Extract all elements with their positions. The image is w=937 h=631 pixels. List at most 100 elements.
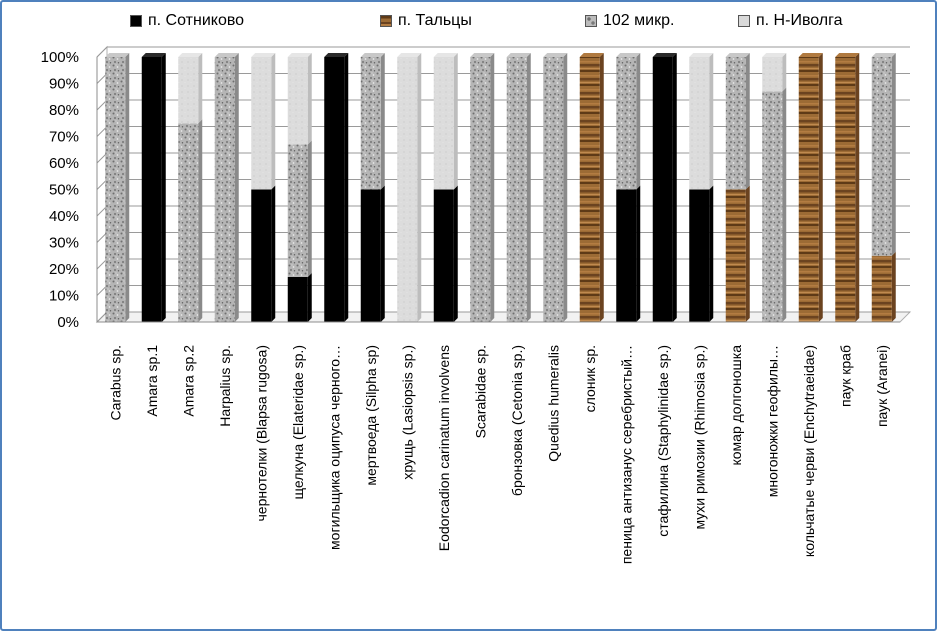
bar-segment-side xyxy=(672,53,677,322)
bar-segment xyxy=(360,57,381,190)
x-tick-label: паук (Aranei) xyxy=(874,345,890,427)
bar-segment-side xyxy=(198,53,203,124)
bar-segment xyxy=(397,57,418,322)
legend-label: 102 микр. xyxy=(603,12,675,29)
bar-segment xyxy=(871,255,892,322)
bar-top-cap xyxy=(287,53,312,57)
bar-segment-side xyxy=(636,53,641,190)
bar-top-cap xyxy=(324,53,349,57)
bar-top-cap xyxy=(652,53,677,57)
gridline xyxy=(96,46,910,58)
bar-segment xyxy=(725,57,746,190)
bar-segment xyxy=(287,276,308,322)
bar-segment-side xyxy=(745,53,750,190)
bar-segment xyxy=(178,123,199,322)
bar-segment xyxy=(287,57,308,145)
bar-top-cap xyxy=(433,53,458,57)
bar-segment-side xyxy=(745,185,750,322)
bar-top-cap xyxy=(835,53,860,57)
bar-segment xyxy=(433,189,454,322)
bar-segment xyxy=(616,189,637,322)
x-tick-label: щелкуна (Elateridae sp.) xyxy=(290,345,306,499)
bar-segment-side xyxy=(271,185,276,322)
x-tick-label: Scarabidae sp. xyxy=(472,345,488,438)
bar-top-cap xyxy=(616,53,641,57)
bar-segment xyxy=(725,189,746,322)
bar-segment xyxy=(251,57,272,190)
bar-segment-side xyxy=(891,53,896,256)
y-tick-label: 70% xyxy=(49,129,79,146)
y-tick-label: 10% xyxy=(49,288,79,305)
x-tick-label: бронзовка (Cetonia sp.) xyxy=(509,345,525,496)
bar-segment-side xyxy=(599,53,604,322)
y-tick-label: 90% xyxy=(49,76,79,93)
x-tick-label: мертвоеда (Silpha sp) xyxy=(363,345,379,486)
bar-top-cap xyxy=(360,53,385,57)
x-tick-label: Harpalius sp. xyxy=(217,345,233,427)
bar-top-cap xyxy=(798,53,823,57)
legend-swatch xyxy=(738,15,750,27)
y-tick-label: 20% xyxy=(49,261,79,278)
x-tick-label: Amara sp.2 xyxy=(180,345,196,417)
bar-segment xyxy=(141,57,162,322)
y-tick-label: 40% xyxy=(49,208,79,225)
bar-segment xyxy=(214,57,235,322)
bar-segment xyxy=(543,57,564,322)
bar-segment xyxy=(762,91,783,322)
bar-top-cap xyxy=(178,53,203,57)
legend-swatch xyxy=(130,15,142,27)
bar-segment-side xyxy=(490,53,495,322)
x-tick-label: мухи римозии (Rhimosia sp.) xyxy=(691,345,707,530)
bar-segment-side xyxy=(271,53,276,190)
bar-segment xyxy=(871,57,892,256)
legend-item: п. Сотниково xyxy=(130,12,244,30)
bar-segment xyxy=(360,189,381,322)
x-tick-label: Carabus sp. xyxy=(107,345,123,420)
bar-segment xyxy=(579,57,600,322)
bar-top-cap xyxy=(762,53,787,57)
bar-segment-side xyxy=(453,185,458,322)
bar-segment-side xyxy=(526,53,531,322)
bar-segment xyxy=(470,57,491,322)
bar-segment xyxy=(652,57,673,322)
bar-segment-side xyxy=(198,119,203,322)
bar-segment-side xyxy=(161,53,166,322)
bar-segment-side xyxy=(782,87,787,322)
bar-top-cap xyxy=(470,53,495,57)
bar-segment xyxy=(324,57,345,322)
bar-top-cap xyxy=(725,53,750,57)
x-tick-label: слоник sp. xyxy=(582,345,598,412)
x-tick-label: паук краб xyxy=(837,345,853,407)
bar-segment xyxy=(251,189,272,322)
bar-segment xyxy=(506,57,527,322)
bar-top-cap xyxy=(105,53,130,57)
x-tick-label: Amara sp.1 xyxy=(144,345,160,417)
legend-item: п. Н-Иволга xyxy=(738,12,843,30)
bar-segment-side xyxy=(891,251,896,322)
bar-segment xyxy=(616,57,637,190)
bar-top-cap xyxy=(397,53,422,57)
x-tick-label: пеница антизанус серебристый… xyxy=(618,345,634,564)
bar-segment-side xyxy=(453,53,458,190)
bar-segment xyxy=(689,57,710,190)
legend-swatch xyxy=(585,15,597,27)
bar-segment xyxy=(287,144,308,277)
bar-segment-side xyxy=(307,53,312,145)
bar-segment-side xyxy=(125,53,130,322)
x-tick-label: комар долгоношка xyxy=(728,345,744,466)
bar-top-cap xyxy=(506,53,531,57)
legend-item: п. Тальцы xyxy=(380,12,472,30)
bar-segment-side xyxy=(709,53,714,190)
legend-label: п. Н-Иволга xyxy=(756,12,843,29)
bar-segment xyxy=(798,57,819,322)
legend-label: п. Тальцы xyxy=(398,12,472,29)
x-tick-label: могильщика оципуса черного… xyxy=(326,345,342,550)
x-tick-label: чернотелки (Blapsa rugosa) xyxy=(253,345,269,521)
bar-segment xyxy=(689,189,710,322)
x-tick-label: Eodorcadion carinatum involvens xyxy=(436,345,452,551)
bar-top-cap xyxy=(214,53,239,57)
bar-segment xyxy=(105,57,126,322)
bar-segment-side xyxy=(380,185,385,322)
x-tick-label: хрущь (Lasiopsis sp.) xyxy=(399,345,415,480)
